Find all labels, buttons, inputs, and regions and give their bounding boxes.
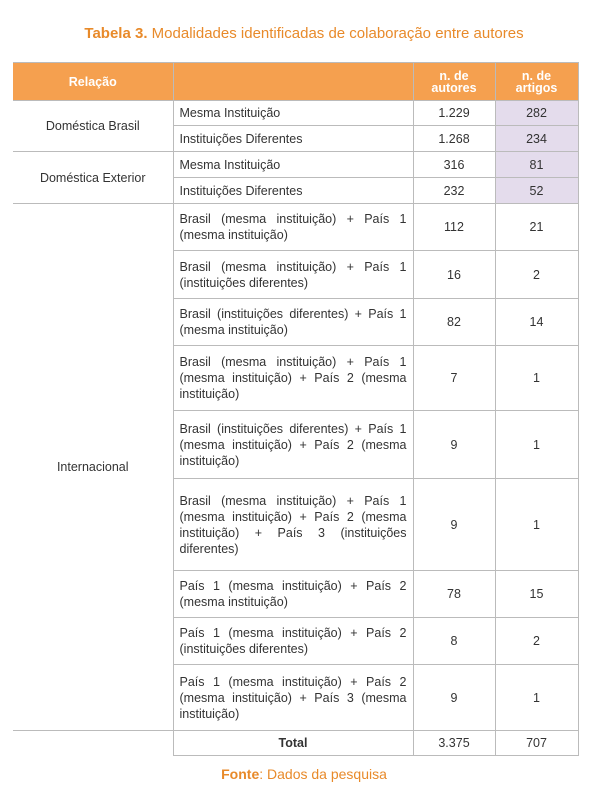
authors-cell: 316 [412,151,496,178]
description-cell: Brasil (instituições diferentes) + País … [173,410,414,479]
articles-cell: 21 [494,203,579,251]
group-cell: Internacional [13,203,174,731]
table-body: Doméstica Brasil Mesma Instituição 1.229 28… [13,100,579,756]
table-row: País 1 (mesma instituição) + País 2 (ins… [13,617,579,665]
articles-cell: 1 [494,345,579,411]
table-row: Doméstica Exterior Mesma Instituição 316 81 [13,151,579,204]
articles-cell: 52 [494,177,579,204]
description-cell: País 1 (mesma instituição) + País 2 (mes… [173,664,414,731]
description-cell: Mesma Instituição [172,151,414,178]
description-cell: Mesma Instituição [172,100,414,126]
footer-label: Fonte [221,766,260,782]
table-row: Brasil (mesma instituição) + País 1 (ins… [13,250,579,299]
authors-cell: 9 [412,664,496,731]
title-text: Modalidades identificadas de colaboração… [151,25,524,42]
empty-cell [13,730,174,756]
articles-cell: 1 [494,410,579,479]
group-cell: Doméstica Exterior [13,151,174,204]
description-cell: Brasil (mesma instituição) + País 1 (mes… [172,203,414,251]
header-cell: Relação [13,62,174,101]
articles-cell: 1 [494,478,579,571]
description-cell: Instituições Diferentes [173,125,414,152]
header-text: n. de autores [431,68,477,95]
total-articles: 707 [494,730,579,756]
table-row: Brasil (mesma instituição) + País 1 (mes… [13,478,579,571]
authors-cell: 112 [412,203,496,251]
table-row: Brasil (mesma instituição) + País 1 (mes… [13,345,579,411]
articles-cell: 81 [494,151,579,178]
description-cell: Brasil (instituições diferentes) + País … [173,298,414,346]
description-cell: País 1 (mesma instituição) + País 2 (mes… [173,570,414,618]
table-row: Brasil (instituições diferentes) + País … [13,410,579,479]
articles-cell: 2 [494,617,579,665]
description-cell: Brasil (mesma instituição) + País 1 (mes… [173,478,414,571]
data-table: Relação n. de autores n. de artigos Domé… [13,62,579,756]
description-cell: Brasil (mesma instituição) + País 1 (mes… [173,345,414,411]
table-row: Internacional Brasil (mesma instituição) … [13,203,579,731]
authors-cell: 8 [412,617,496,665]
authors-cell: 16 [412,250,496,299]
group-cell: Doméstica Brasil [13,100,174,152]
articles-cell: 14 [494,298,579,346]
header-text: n. de artigos [515,68,558,95]
total-label: Total [172,730,414,756]
header-cell [172,62,414,101]
authors-cell: 9 [412,410,496,479]
description-cell: Brasil (mesma instituição) + País 1 (ins… [173,250,414,299]
authors-cell: 232 [412,177,496,204]
header-row: Relação n. de autores n. de artigos [13,62,579,101]
table-row: Instituições Diferentes 232 52 [13,177,579,204]
total-row: Total 3.375 707 [13,730,579,756]
table-title: Tabela 3. Modalidades identificadas de c… [0,25,608,42]
authors-cell: 1.268 [412,125,496,152]
authors-cell: 1.229 [412,100,496,126]
title-label: Tabela 3. [84,25,148,42]
table-row: País 1 (mesma instituição) + País 2 (mes… [13,664,579,731]
description-cell: Instituições Diferentes [173,177,414,204]
articles-cell: 234 [494,125,579,152]
authors-cell: 9 [412,478,496,571]
description-cell: País 1 (mesma instituição) + País 2 (ins… [173,617,414,665]
authors-cell: 82 [412,298,496,346]
footer-text: : Dados da pesquisa [259,766,387,782]
header-cell: n. de artigos [494,62,579,101]
authors-cell: 7 [412,345,496,411]
table-row: Doméstica Brasil Mesma Instituição 1.229 28… [13,100,579,152]
articles-cell: 2 [494,250,579,299]
articles-cell: 282 [494,100,579,126]
articles-cell: 1 [494,664,579,731]
total-authors: 3.375 [412,730,496,756]
table-row: Instituições Diferentes 1.268 234 [13,125,579,152]
table-footer: Fonte: Dados da pesquisa [0,766,608,782]
authors-cell: 78 [412,570,496,618]
header-cell: n. de autores [412,62,496,101]
articles-cell: 15 [494,570,579,618]
